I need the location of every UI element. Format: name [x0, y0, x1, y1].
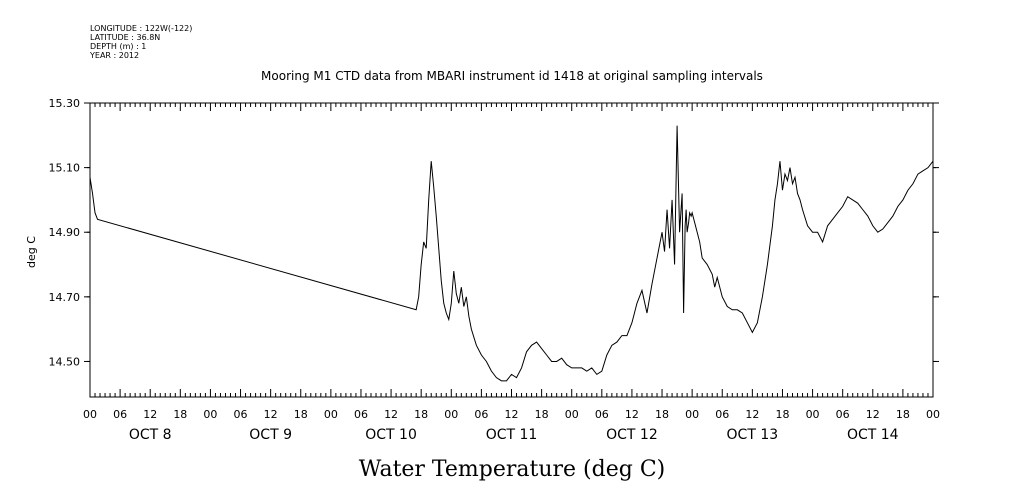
x-hour-tick-label: 12 [505, 408, 519, 421]
x-hour-tick-label: 12 [384, 408, 398, 421]
x-hour-tick-label: 12 [625, 408, 639, 421]
x-hour-tick-label: 06 [354, 408, 368, 421]
x-day-label: OCT 10 [365, 427, 417, 443]
x-hour-tick-label: 06 [595, 408, 609, 421]
y-axis-ticks: 15.30 15.10 14.90 14.70 14.50 [49, 97, 939, 368]
x-day-label: OCT 11 [486, 427, 538, 443]
x-day-label: OCT 14 [847, 427, 899, 443]
x-hour-tick-label: 00 [685, 408, 699, 421]
metadata-depth: DEPTH (m) : 1 [90, 42, 146, 51]
x-day-label: OCT 9 [249, 427, 292, 443]
plot-frame [89, 102, 934, 398]
y-tick-label: 14.70 [49, 291, 81, 304]
x-hour-tick-label: 00 [926, 408, 940, 421]
x-hour-tick-label: 00 [565, 408, 579, 421]
x-hour-tick-label: 18 [775, 408, 789, 421]
x-hour-tick-label: 18 [414, 408, 428, 421]
x-hour-tick-label: 06 [474, 408, 488, 421]
x-hour-tick-label: 00 [444, 408, 458, 421]
x-hour-tick-label: 00 [324, 408, 338, 421]
x-hour-tick-label: 00 [806, 408, 820, 421]
y-tick-label: 14.90 [49, 226, 81, 239]
x-hour-tick-label: 12 [143, 408, 157, 421]
x-hour-tick-label: 06 [836, 408, 850, 421]
x-hour-tick-label: 06 [715, 408, 729, 421]
x-hour-tick-label: 18 [896, 408, 910, 421]
y-tick-label: 15.30 [49, 97, 81, 110]
y-tick-label: 14.50 [49, 355, 81, 368]
x-hour-tick-label: 12 [866, 408, 880, 421]
x-hour-tick-label: 18 [294, 408, 308, 421]
x-hour-tick-label: 18 [535, 408, 549, 421]
x-hour-tick-label: 12 [264, 408, 278, 421]
x-day-label: OCT 13 [727, 427, 779, 443]
x-axis-title: Water Temperature (deg C) [359, 457, 666, 482]
series-line-water-temperature [89, 125, 934, 382]
y-axis-label: deg C [25, 236, 38, 268]
x-hour-tick-label: 00 [83, 408, 97, 421]
x-hour-tick-label: 18 [173, 408, 187, 421]
metadata-longitude: LONGITUDE : 122W(-122) [90, 24, 192, 33]
x-hour-tick-label: 12 [745, 408, 759, 421]
x-hour-tick-label: 00 [203, 408, 217, 421]
metadata-latitude: LATITUDE : 36.8N [90, 33, 160, 42]
metadata-block: LONGITUDE : 122W(-122) LATITUDE : 36.8N … [89, 24, 192, 60]
x-day-label: OCT 12 [606, 427, 658, 443]
metadata-year: YEAR : 2012 [89, 51, 139, 60]
x-day-label: OCT 8 [129, 427, 172, 443]
y-tick-label: 15.10 [49, 162, 81, 175]
x-axis-ticks: 00 06 12 18 00 06 12 18 00 06 12 18 00 06 12 18 00 06 12 18… [83, 103, 940, 443]
chart-title: Mooring M1 CTD data from MBARI instrumen… [261, 69, 763, 83]
x-hour-tick-label: 06 [113, 408, 127, 421]
x-hour-tick-label: 06 [234, 408, 248, 421]
x-hour-tick-label: 18 [655, 408, 669, 421]
